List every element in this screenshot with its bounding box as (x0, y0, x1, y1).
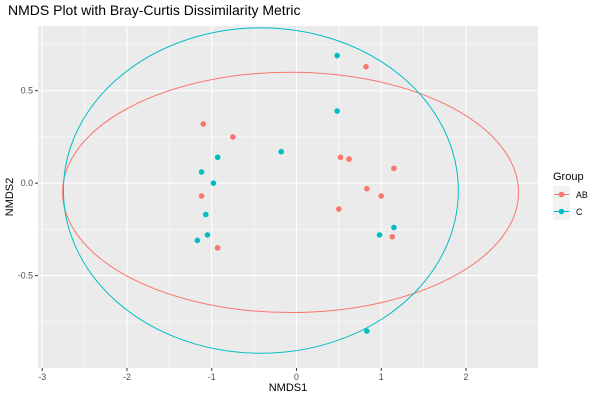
data-point-c (334, 52, 340, 59)
y-tick-label: 0.0 (21, 178, 33, 188)
x-tick-label: -3 (38, 372, 46, 382)
x-tick-label: -1 (208, 372, 216, 382)
legend-title: Group (553, 171, 584, 183)
data-point-c (204, 232, 211, 238)
legend-label-ab: AB (576, 190, 588, 200)
x-axis-ticks: -3 -2 -1 0 1 2 (38, 368, 469, 382)
data-point-c (210, 180, 217, 186)
y-tick-label: -0.5 (18, 271, 33, 281)
data-point-ab (198, 193, 205, 199)
confidence-ellipses (62, 27, 520, 354)
data-point-ab (230, 134, 236, 140)
x-tick-label: 1 (379, 372, 384, 382)
y-axis-title: NMDS2 (4, 178, 16, 217)
data-point-ab (391, 165, 397, 172)
data-point-ab (364, 185, 370, 192)
data-point-ab (389, 233, 396, 240)
ellipse-c (62, 27, 459, 354)
x-tick-label: 2 (464, 372, 469, 382)
data-point-ab (336, 206, 342, 212)
x-tick-label: -2 (123, 372, 131, 382)
data-point-ab (200, 121, 207, 127)
legend-key-point (558, 208, 565, 215)
plot-panel (38, 26, 538, 368)
legend-label-c: C (576, 207, 583, 217)
y-tick-label: 0.5 (21, 86, 33, 96)
legend-items: AB C (553, 186, 588, 220)
data-point-c (194, 237, 201, 244)
chart-title: NMDS Plot with Bray-Curtis Dissimilarity… (8, 2, 300, 18)
legend: Group AB C (553, 171, 588, 220)
data-point-ab (346, 156, 352, 162)
data-points (194, 52, 397, 334)
x-axis-title: NMDS1 (269, 382, 308, 394)
data-point-c (364, 328, 370, 334)
data-point-c (334, 108, 340, 114)
data-point-c (376, 232, 383, 238)
legend-key-point (558, 191, 565, 198)
data-point-c (214, 154, 221, 161)
ellipse-ab (62, 71, 520, 314)
data-point-c (278, 148, 285, 155)
data-point-c (202, 211, 209, 218)
data-point-ab (378, 193, 385, 199)
data-point-ab (337, 154, 344, 161)
data-point-ab (363, 63, 369, 70)
data-point-c (198, 169, 205, 175)
data-point-c (391, 224, 397, 231)
y-axis-ticks: -0.5 0.0 0.5 (18, 86, 38, 281)
data-point-ab (214, 245, 221, 251)
minor-gridlines (38, 26, 538, 368)
x-tick-label: 0 (294, 372, 299, 382)
